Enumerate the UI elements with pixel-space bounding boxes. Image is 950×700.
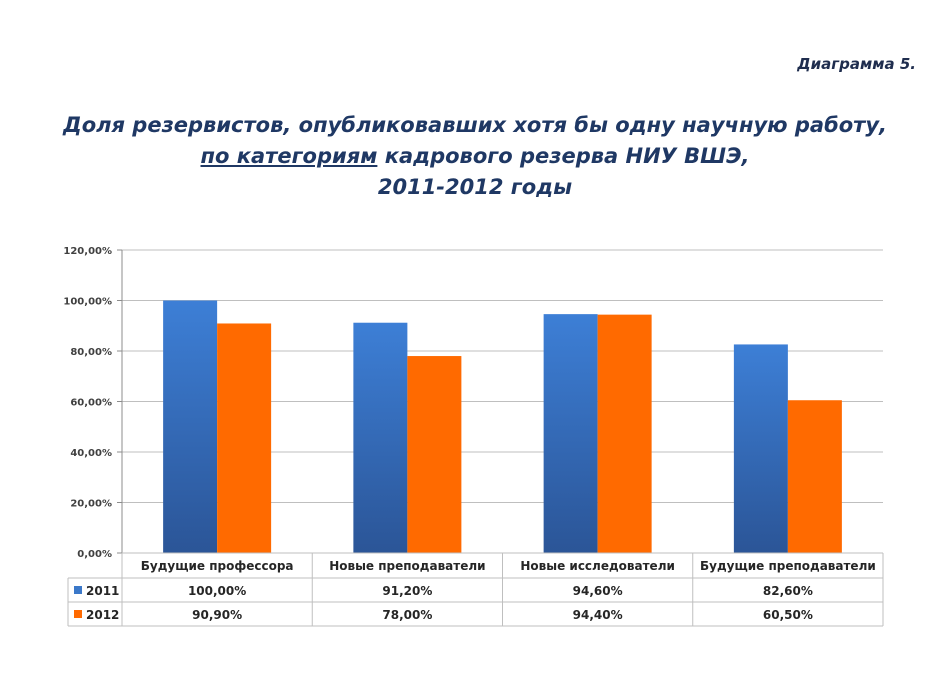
category-label: Новые исследователи [520, 559, 675, 573]
title-line-2: по категориям кадрового резерва НИУ ВШЭ, [0, 141, 950, 172]
y-tick-label: 40,00% [70, 448, 112, 459]
series-name: 2012 [86, 608, 119, 622]
legend-swatch-2011 [74, 586, 82, 594]
category-label: Новые преподаватели [329, 559, 485, 573]
data-cell: 82,60% [763, 584, 813, 598]
data-cell: 90,90% [192, 608, 242, 622]
category-label: Будущие профессора [141, 559, 294, 573]
title-underlined-part: по категориям [200, 144, 378, 168]
bar-2011-1 [163, 300, 218, 553]
title-line-3: 2011-2012 годы [377, 175, 573, 199]
bar-2011-3 [543, 314, 598, 553]
data-cell: 100,00% [188, 584, 246, 598]
y-tick-label: 120,00% [63, 246, 112, 257]
bars [163, 300, 842, 553]
bar-2011-2 [353, 322, 408, 553]
data-cell: 60,50% [763, 608, 813, 622]
data-cell: 78,00% [382, 608, 432, 622]
bar-2012-3 [597, 314, 652, 553]
data-cell: 91,20% [382, 584, 432, 598]
y-tick-label: 0,00% [77, 549, 112, 560]
series-name: 2011 [86, 584, 119, 598]
title-line-1: Доля резервистов, опубликовавших хотя бы… [62, 113, 887, 137]
category-label: Будущие преподаватели [700, 559, 876, 573]
bar-2012-1 [217, 323, 272, 553]
data-cell: 94,40% [573, 608, 623, 622]
y-tick-label: 100,00% [63, 297, 112, 308]
y-tick-label: 20,00% [70, 499, 112, 510]
data-cell: 94,60% [573, 584, 623, 598]
y-tick-label: 60,00% [70, 398, 112, 409]
chart-title: Доля резервистов, опубликовавших хотя бы… [0, 110, 950, 203]
title-rest-part: кадрового резерва НИУ ВШЭ, [377, 144, 750, 168]
y-tick-label: 80,00% [70, 347, 112, 358]
bar-2012-2 [407, 356, 462, 553]
data-table: Будущие профессора Новые преподаватели Нов… [67, 552, 884, 627]
bar-2012-4 [787, 400, 842, 553]
legend-swatch-2012 [74, 610, 82, 618]
bar-2011-4 [733, 344, 788, 553]
diagram-number: Диаграмма 5. [797, 55, 916, 73]
